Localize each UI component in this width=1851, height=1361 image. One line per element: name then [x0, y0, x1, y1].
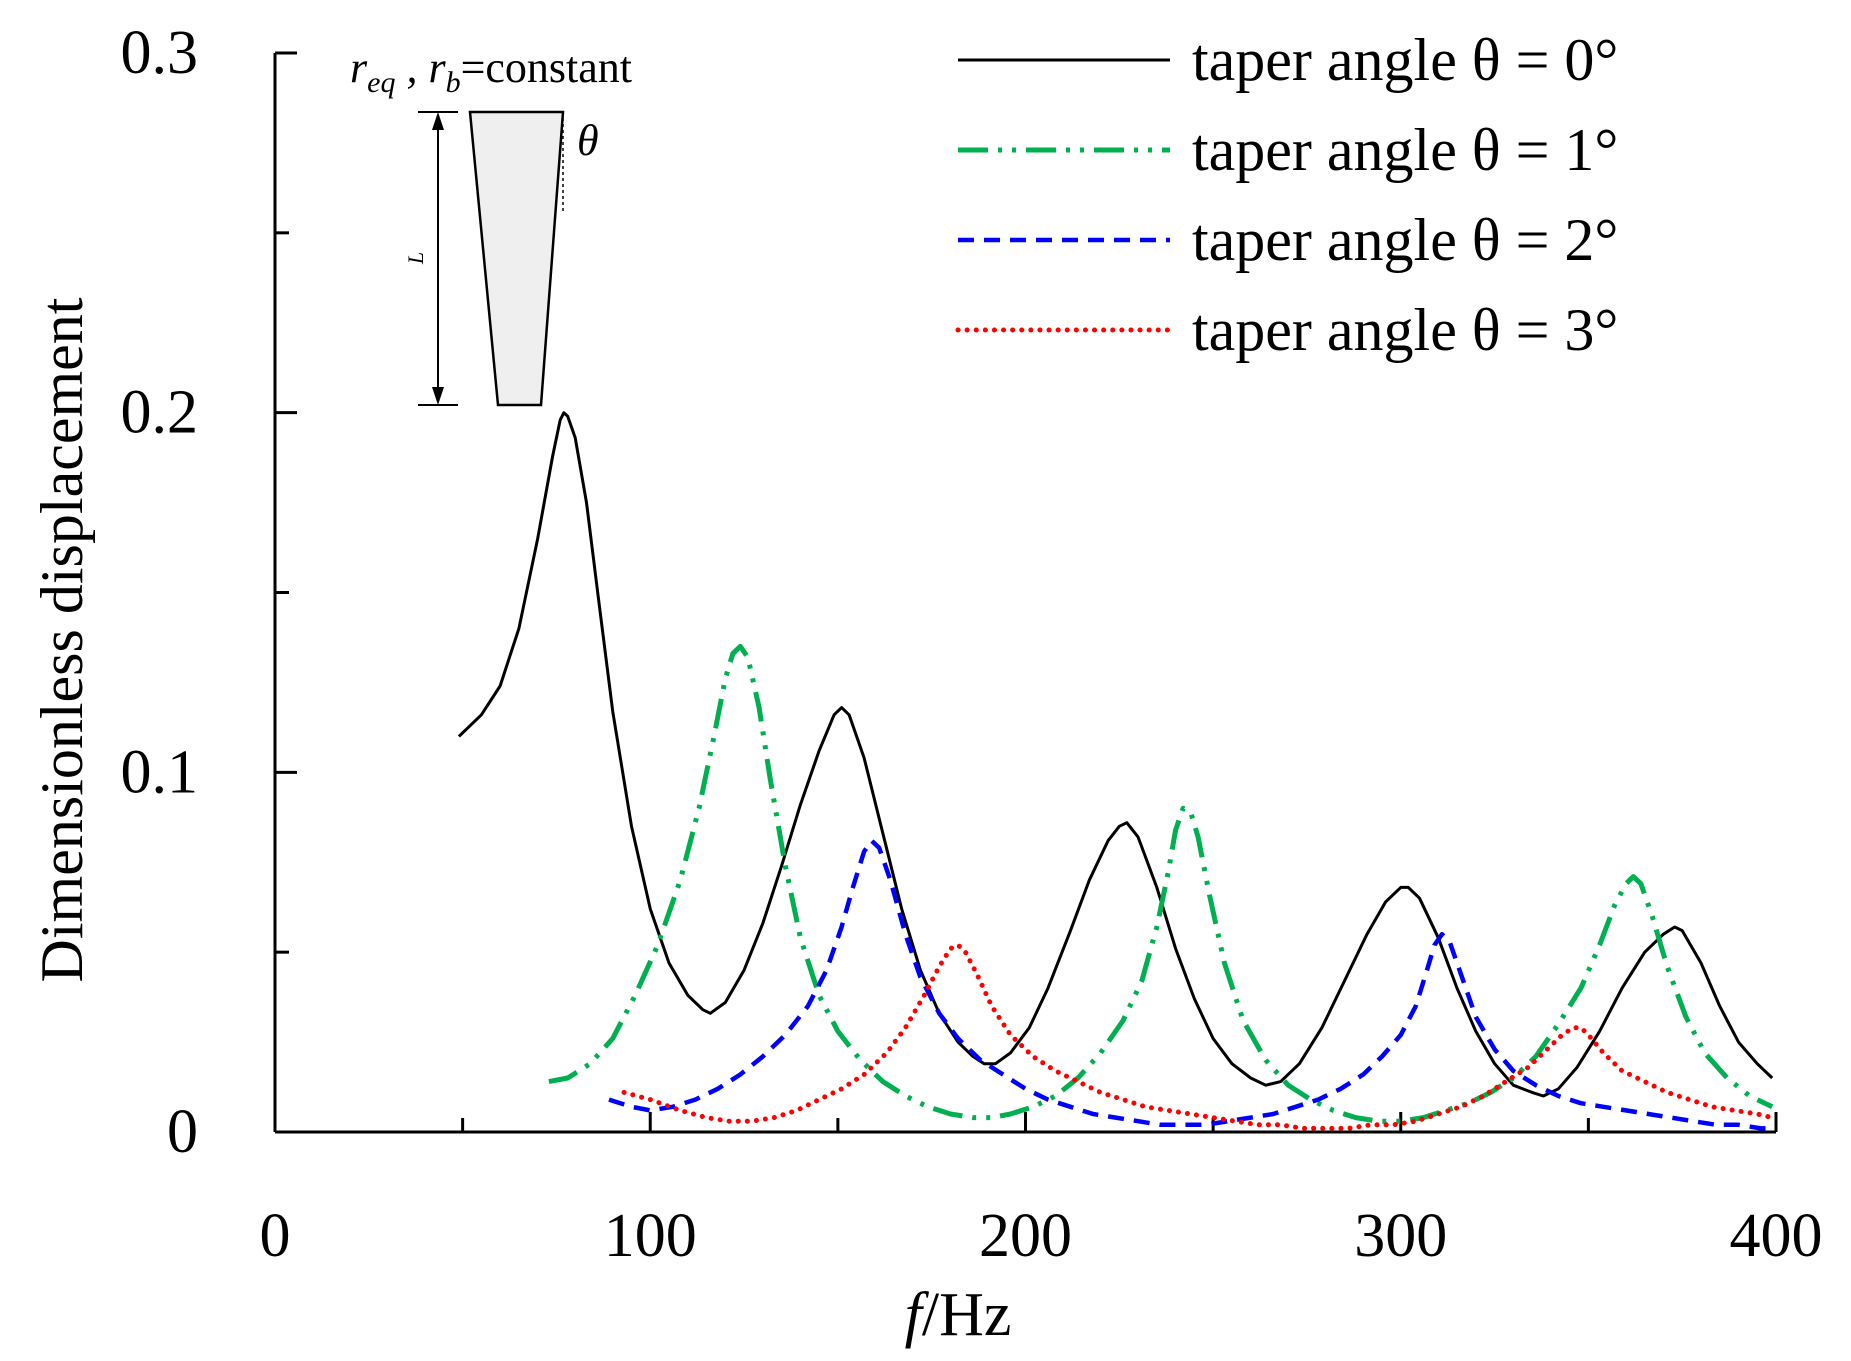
length-arrow-top	[432, 112, 444, 130]
inset-label-r: r	[350, 43, 368, 92]
inset-schematic: req , rb=constant θ L	[350, 43, 632, 407]
y-axis: 0 0.1 0.2 0.3	[121, 19, 297, 1166]
x-ticks: 0 100 200 300 400	[260, 1112, 1823, 1270]
inset-label-sep: , r	[395, 43, 446, 92]
y-tick-label: 0.3	[121, 19, 199, 87]
y-axis-label: Dimensionless displacement	[29, 297, 95, 982]
length-symbol: L	[403, 252, 428, 265]
series-line-0	[457, 411, 1774, 1098]
series-line-2	[608, 838, 1773, 1131]
legend-label-2: taper angle θ = 2°	[1192, 207, 1618, 273]
x-axis-label-unit: /Hz	[922, 1281, 1012, 1349]
series-line-1	[548, 643, 1774, 1124]
inset-label-sub-b: b	[446, 66, 461, 99]
legend: taper angle θ = 0° taper angle θ = 1° tape…	[955, 27, 1618, 363]
y-tick-label: 0	[167, 1098, 198, 1166]
legend-label-3: taper angle θ = 3°	[1192, 297, 1618, 363]
x-tick-label: 400	[1730, 1202, 1823, 1270]
y-ticks: 0 0.1 0.2 0.3	[121, 19, 297, 1166]
x-tick-label: 300	[1354, 1202, 1447, 1270]
inset-label-sub-eq: eq	[367, 66, 395, 99]
inset-label-tail: =constant	[461, 43, 632, 92]
series-line-3	[621, 942, 1775, 1131]
angle-symbol: θ	[577, 116, 599, 165]
x-tick-label: 200	[979, 1202, 1072, 1270]
y-tick-label: 0.2	[121, 379, 199, 447]
legend-label-1: taper angle θ = 1°	[1192, 117, 1618, 183]
inset-label: req , rb=constant	[350, 43, 632, 99]
x-axis: 0 100 200 300 400	[260, 1112, 1823, 1270]
x-tick-label: 100	[604, 1202, 697, 1270]
x-tick-label: 0	[260, 1202, 291, 1270]
x-axis-label: f/Hz	[905, 1281, 1012, 1349]
y-tick-label: 0.1	[121, 738, 199, 806]
legend-label-0: taper angle θ = 0°	[1192, 27, 1618, 93]
length-arrow-bottom	[432, 387, 444, 405]
series-layer	[457, 411, 1775, 1131]
tapered-beam-shape	[468, 110, 565, 407]
